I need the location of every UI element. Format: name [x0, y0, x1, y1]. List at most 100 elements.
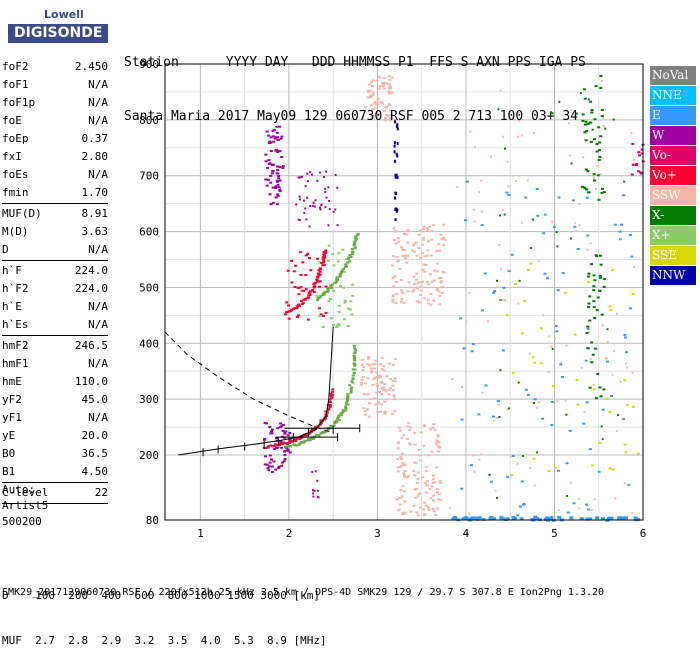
echo-point	[637, 170, 641, 173]
echo-point	[388, 117, 392, 120]
echo-point	[497, 108, 500, 111]
trace-point	[319, 432, 323, 435]
trace-point	[271, 445, 275, 448]
echo-point	[286, 449, 290, 452]
param-label: foEs	[2, 168, 29, 181]
echo-point	[392, 239, 396, 242]
echo-point	[367, 357, 371, 360]
echo-point	[384, 105, 388, 108]
param-row: fxI 2.80	[2, 148, 108, 166]
echo-point	[529, 262, 533, 265]
echo-point	[586, 325, 590, 328]
trace-point	[283, 313, 287, 316]
echo-point	[406, 475, 410, 478]
echo-point	[296, 286, 300, 289]
electron-density-profile	[178, 326, 334, 456]
param-label: D	[2, 243, 9, 256]
echo-point	[608, 305, 612, 308]
trace-point	[344, 265, 348, 268]
echo-point	[461, 517, 466, 521]
echo-point	[592, 173, 596, 176]
trace-point	[307, 438, 311, 441]
trace-point	[353, 368, 357, 371]
echo-point	[396, 154, 399, 158]
trace-point	[285, 311, 289, 314]
echo-point	[274, 196, 278, 199]
echo-point	[384, 106, 388, 109]
echo-point	[472, 516, 477, 520]
echo-point	[400, 495, 404, 498]
echo-point	[275, 172, 279, 175]
echo-point	[268, 193, 272, 196]
trace-point	[282, 441, 286, 444]
echo-point	[399, 246, 403, 249]
echo-point	[369, 96, 373, 99]
param-row: fmin 1.70	[2, 184, 108, 202]
echo-point	[376, 385, 380, 388]
echo-point	[267, 465, 271, 468]
echo-point	[602, 388, 606, 391]
trace-point	[326, 408, 330, 411]
trace-point	[316, 272, 320, 275]
echo-point	[361, 369, 365, 372]
echo-point	[282, 436, 286, 439]
muf-value: 5.3	[233, 634, 254, 647]
echo-point	[417, 492, 421, 495]
echo-point	[520, 134, 523, 137]
echo-point	[304, 207, 307, 210]
echo-point	[498, 415, 501, 418]
param-separator	[2, 335, 108, 337]
echo-point	[516, 462, 519, 465]
echo-point	[532, 132, 535, 135]
echo-point	[276, 169, 280, 172]
echo-point	[637, 151, 641, 154]
echo-point	[275, 203, 279, 206]
echo-point	[390, 76, 394, 79]
echo-point	[623, 194, 626, 197]
param-label: yE	[2, 429, 16, 442]
echo-point	[553, 319, 556, 322]
param-row: foF1 N/A	[2, 76, 108, 94]
echo-point	[426, 299, 430, 302]
echo-point	[436, 450, 440, 453]
trace-point	[306, 439, 310, 442]
param-separator	[2, 203, 108, 205]
echo-point	[379, 381, 383, 384]
echo-point	[362, 366, 366, 369]
echo-point	[526, 269, 530, 272]
echo-point	[406, 254, 410, 257]
echo-point	[417, 233, 421, 236]
echo-point	[297, 293, 301, 296]
trace-point	[264, 447, 268, 450]
echo-point	[578, 202, 581, 205]
trace-point	[294, 438, 298, 441]
echo-point	[378, 112, 382, 115]
echo-point	[423, 501, 427, 504]
echo-point	[336, 186, 339, 189]
echo-point	[422, 225, 426, 228]
trace-point	[353, 364, 357, 367]
trace-point	[314, 425, 318, 428]
echo-point	[427, 302, 431, 305]
echo-point	[423, 297, 427, 300]
echo-point	[425, 280, 429, 283]
echo-point	[379, 403, 383, 406]
echo-point	[440, 286, 444, 289]
echo-point	[438, 277, 442, 280]
muf-distance-row: D 100 200 400 600 800 1000 1500 3000 [km…	[2, 588, 327, 603]
echo-point	[264, 455, 268, 458]
echo-point	[598, 441, 602, 444]
param-value: 20.0	[81, 429, 109, 442]
echo-point	[412, 275, 416, 278]
echo-point	[468, 517, 473, 521]
legend-item: X+	[650, 226, 696, 245]
echo-point	[547, 371, 550, 374]
echo-point	[478, 191, 481, 194]
trace-point	[321, 294, 325, 297]
trace-point	[341, 409, 345, 412]
echo-point	[565, 344, 568, 347]
echo-point	[264, 153, 268, 156]
echo-point	[270, 428, 274, 431]
echo-point	[382, 365, 386, 368]
echo-point	[304, 288, 308, 291]
